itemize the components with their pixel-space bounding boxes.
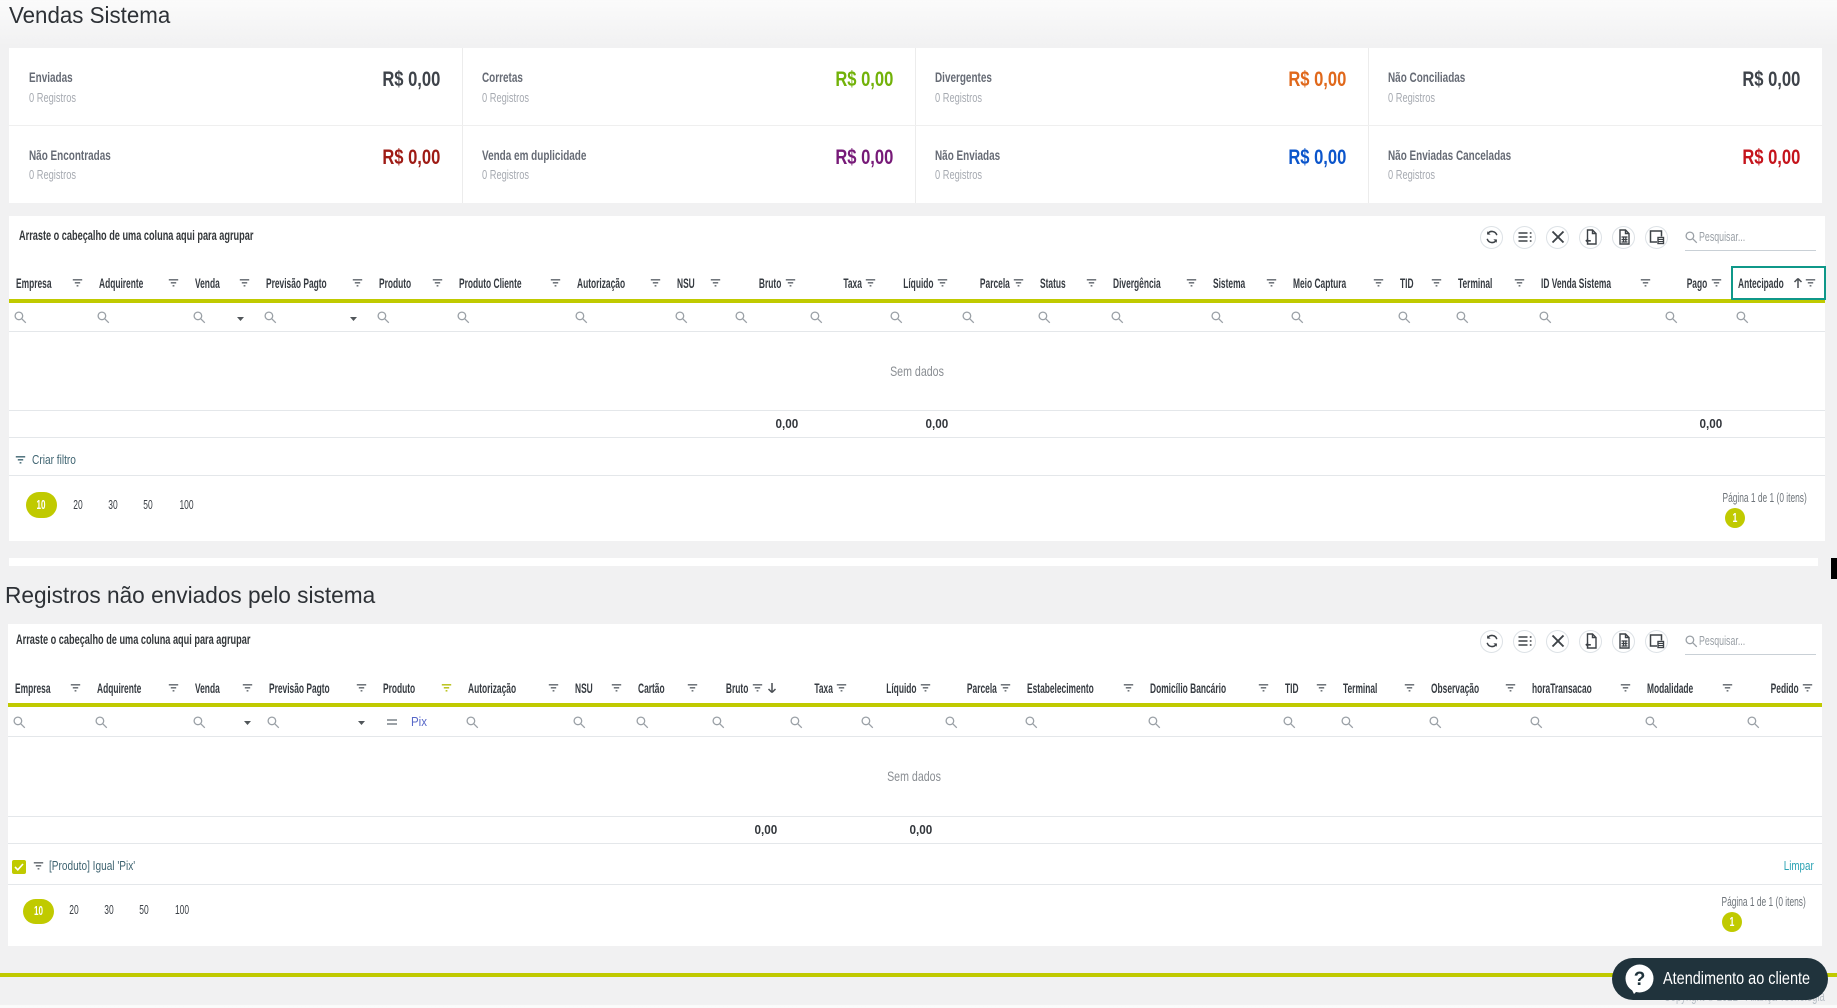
svg-text:?: ?	[1634, 969, 1646, 990]
